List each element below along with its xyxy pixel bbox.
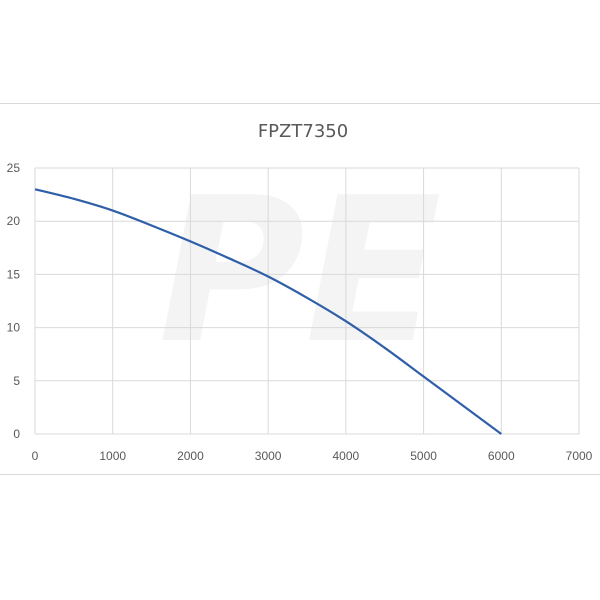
x-tick-label: 2000: [177, 449, 204, 463]
chart-title: FPZT7350: [258, 121, 348, 142]
gridlines: [34, 167, 580, 435]
y-tick-label: 0: [13, 427, 20, 441]
bottom-divider: [0, 474, 600, 475]
y-tick-label: 15: [7, 267, 21, 281]
series-line: [34, 188, 502, 435]
y-tick-label: 5: [13, 374, 20, 388]
tick-labels: 0 5 10 15 20 25 0 1000 2000 3000 4000 5000 6000 7000: [7, 161, 593, 463]
watermark: PE: [158, 155, 441, 388]
top-divider: [0, 103, 600, 104]
watermark-logo: PE: [158, 155, 441, 388]
y-tick-label: 10: [7, 321, 21, 335]
x-tick-label: 1000: [99, 449, 126, 463]
series: [34, 188, 502, 435]
x-tick-label: 6000: [488, 449, 515, 463]
x-tick-label: 5000: [410, 449, 437, 463]
y-tick-label: 25: [7, 161, 21, 175]
x-tick-label: 4000: [333, 449, 360, 463]
x-tick-label: 7000: [566, 449, 593, 463]
x-tick-label: 0: [32, 449, 39, 463]
x-tick-label: 3000: [255, 449, 282, 463]
y-tick-label: 20: [7, 214, 21, 228]
